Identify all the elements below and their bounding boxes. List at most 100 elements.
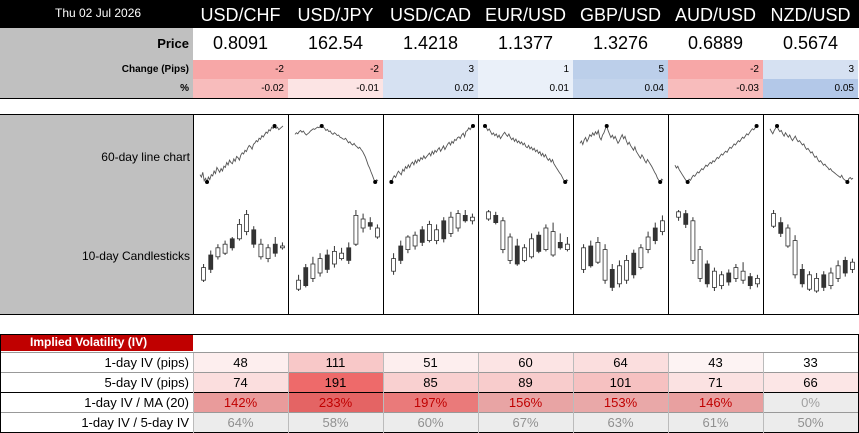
candle-body <box>697 249 703 279</box>
chart-block-bottom-rule <box>0 314 859 315</box>
pair-header-usd-cad: USD/CAD <box>389 5 471 25</box>
high-marker <box>272 124 277 128</box>
iv-iv5-gbp-usd: 101 <box>573 373 668 393</box>
change-label: Change (Pips) <box>0 60 193 79</box>
price-aud-usd: 0.6889 <box>687 33 744 53</box>
candle-body <box>434 229 439 241</box>
candlestick-chart-eur-usd <box>486 210 570 266</box>
candle-body <box>719 274 724 287</box>
iv-row-label-3: 1-day IV / MA (20) <box>84 395 189 410</box>
high-marker <box>754 124 759 128</box>
iv-ratio-gbp-usd: 63% <box>573 413 668 433</box>
price-block-top-rule <box>0 27 859 28</box>
candle-body <box>367 222 373 227</box>
candle-body <box>470 216 475 222</box>
candle-body <box>398 245 404 261</box>
change-usd-chf: -2 <box>193 60 288 79</box>
pair-header-aud-usd: AUD/USD <box>674 5 756 25</box>
candle-body <box>522 247 527 261</box>
candle-body <box>631 252 637 276</box>
change-aud-usd: -2 <box>668 60 763 79</box>
candle-body <box>588 245 594 267</box>
candle-body <box>448 216 454 234</box>
candle-body <box>690 220 696 261</box>
change-eur-usd: 1 <box>478 60 573 79</box>
low-marker <box>373 180 378 184</box>
candle-body <box>514 245 520 265</box>
pair-header-eur-usd: EUR/USD <box>484 5 566 25</box>
iv-col-divider <box>193 353 194 433</box>
candle-body <box>375 227 380 238</box>
pct-usd-chf: -0.02 <box>193 79 288 98</box>
candle-body <box>543 227 549 251</box>
high-marker <box>319 124 324 128</box>
candle-body <box>296 279 301 290</box>
candle-body <box>645 236 651 251</box>
chart-divider <box>383 114 384 314</box>
low-marker <box>845 180 850 184</box>
candle-body <box>581 247 586 270</box>
candle-body <box>676 211 681 218</box>
chart-divider <box>573 114 574 314</box>
candle-body <box>828 272 834 286</box>
chart-divider <box>668 114 669 314</box>
candlestick-chart-aud-usd <box>676 210 760 291</box>
candle-body <box>346 247 352 261</box>
iv-iv5-aud-usd: 71 <box>668 373 763 393</box>
chart-divider <box>763 114 764 314</box>
line-chart-gbp-usd <box>579 124 664 184</box>
candle-body <box>222 243 228 254</box>
candle-body <box>258 243 264 258</box>
pair-header-usd-chf: USD/CHF <box>200 5 281 25</box>
candle-body <box>237 223 242 240</box>
candle-body <box>455 213 461 229</box>
candle-body <box>652 227 658 242</box>
iv-ratio-usd-cad: 60% <box>383 413 478 433</box>
iv-ratio-aud-usd: 61% <box>668 413 763 433</box>
candlestick-chart-nzd-usd <box>771 210 855 293</box>
candle-body <box>550 231 556 256</box>
iv-row-rule <box>0 372 859 373</box>
price-label: Price <box>0 27 193 60</box>
pct-gbp-usd: 0.04 <box>573 79 668 98</box>
iv-iv5-usd-jpy: 191 <box>288 373 383 393</box>
candle-body <box>602 249 608 281</box>
high-marker <box>604 124 609 128</box>
pct-nzd-usd: 0.05 <box>763 79 858 98</box>
candle-body <box>536 234 542 252</box>
candle-body <box>360 218 366 229</box>
price-block-bottom-rule <box>0 98 859 99</box>
candle-body <box>726 272 732 283</box>
iv-iv1-usd-cad: 51 <box>383 353 478 373</box>
price-line <box>579 124 664 183</box>
pct-eur-usd: 0.01 <box>478 79 573 98</box>
iv-ma20-usd-cad: 197% <box>383 393 478 413</box>
line-chart-eur-usd <box>483 124 569 184</box>
candlestick-chart-usd-cad <box>391 210 475 275</box>
candle-body <box>740 270 746 281</box>
candle-body <box>807 274 812 290</box>
candle-body <box>265 247 271 259</box>
change-gbp-usd: 5 <box>573 60 668 79</box>
price-usd-chf: 0.8091 <box>212 33 269 53</box>
iv-ma20-usd-chf: 142% <box>193 393 288 413</box>
price-line <box>484 125 569 183</box>
pair-header-nzd-usd: NZD/USD <box>770 5 851 25</box>
price-line <box>199 125 284 184</box>
pair-header-usd-jpy: USD/JPY <box>297 5 374 25</box>
candle-body <box>609 269 615 288</box>
price-line <box>674 125 759 183</box>
chart-block-labels <box>0 114 193 314</box>
candle-chart-label: 10-day Candlesticks <box>81 249 190 263</box>
candle-body <box>215 247 221 258</box>
candle-body <box>778 222 784 234</box>
candle-body <box>419 229 425 243</box>
candle-body <box>842 260 848 274</box>
price-nzd-usd: 0.5674 <box>782 33 839 53</box>
iv-iv5-usd-chf: 74 <box>193 373 288 393</box>
price-usd-cad: 1.4218 <box>402 33 459 53</box>
candle-body <box>324 254 330 270</box>
price-gbp-usd: 1.3276 <box>592 33 649 53</box>
pct-usd-jpy: -0.01 <box>288 79 383 98</box>
candle-body <box>332 251 337 265</box>
